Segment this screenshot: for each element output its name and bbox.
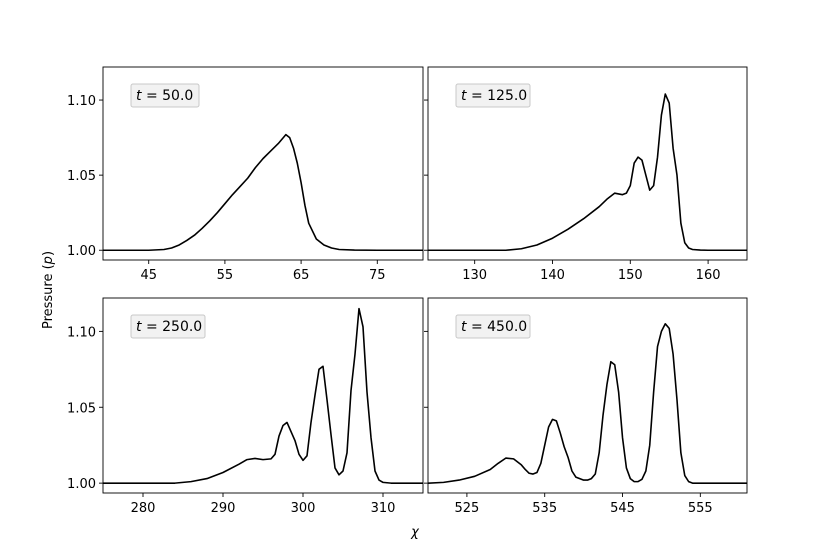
panel-t250: 280 290 300 310 1.00 1.05 1.10 t = 250.0: [67, 297, 424, 516]
y-tick-label: 1.05: [67, 169, 96, 184]
plot-frame: [427, 66, 748, 261]
pressure-series-line: [103, 307, 423, 484]
pressure-series-line: [428, 323, 747, 484]
time-label: t = 50.0: [136, 88, 193, 104]
x-tick-label: 555: [688, 501, 713, 516]
x-tick-label: 290: [211, 501, 236, 516]
plot-frame: [427, 297, 748, 494]
plot-frame: [102, 297, 424, 494]
time-label-box: [455, 83, 531, 108]
time-label: t = 250.0: [136, 319, 202, 335]
x-tick-label: 310: [371, 501, 396, 516]
x-tick-label: 130: [462, 268, 487, 283]
x-tick-label: 140: [540, 268, 565, 283]
panel-t125: 130 140 150 160 t = 125.0: [424, 66, 748, 283]
x-axis-label: χ: [410, 525, 420, 540]
x-tick-label: 525: [454, 501, 479, 516]
time-label: t = 125.0: [461, 88, 527, 104]
x-tick-label: 280: [131, 501, 156, 516]
x-tick-label: 160: [696, 268, 721, 283]
y-tick-label: 1.10: [67, 94, 96, 109]
y-tick-label: 1.10: [67, 325, 96, 340]
y-tick-label: 1.05: [67, 401, 96, 416]
panel-t450: 525 535 545 555 t = 450.0: [424, 297, 748, 516]
time-label-box: [130, 83, 200, 108]
plot-frame: [102, 66, 424, 261]
y-tick-label: 1.00: [67, 477, 96, 492]
time-label: t = 450.0: [461, 319, 527, 335]
x-tick-label: 55: [217, 268, 234, 283]
pressure-series-line: [428, 93, 747, 252]
x-tick-label: 150: [618, 268, 643, 283]
x-tick-label: 300: [291, 501, 316, 516]
x-tick-label: 45: [140, 268, 157, 283]
x-tick-label: 65: [293, 268, 310, 283]
y-axis-label: Pressure (p): [41, 251, 56, 329]
y-tick-label: 1.00: [67, 244, 96, 259]
x-tick-label: 535: [532, 501, 557, 516]
time-label-box: [130, 314, 206, 339]
time-label-box: [455, 314, 531, 339]
pressure-series-line: [103, 133, 423, 252]
x-tick-label: 75: [369, 268, 386, 283]
panel-t50: 45 55 65 75 1.00 1.05 1.10 t = 50.0: [67, 66, 424, 283]
x-tick-label: 545: [610, 501, 635, 516]
